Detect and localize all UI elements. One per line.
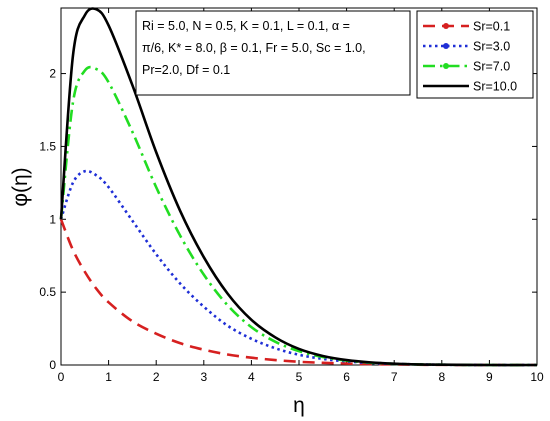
y-tick-label: 0.5 [39,285,56,299]
y-axis-label: φ(η) [9,167,32,206]
x-tick-label: 1 [105,370,112,384]
legend-marker-3 [443,63,449,69]
x-tick-label: 0 [58,370,65,384]
y-tick-label: 1.5 [39,139,56,153]
annotation-line-3: Pr=2.0, Df = 0.1 [142,63,230,77]
series-layer [59,7,538,367]
y-tick-label: 1 [49,212,56,226]
legend-label-3: Sr=7.0 [473,60,510,74]
x-tick-label: 7 [391,370,398,384]
series-line-4 [59,7,538,367]
annotation-line-2: π/6, K* = 8.0, β = 0.1, Fr = 5.0, Sc = 1… [142,41,366,55]
annotation-line-1: Ri = 5.0, N = 0.5, K = 0.1, L = 0.1, α = [142,19,350,33]
x-tick-label: 3 [200,370,207,384]
x-tick-label: 4 [248,370,255,384]
x-axis-label: η [293,394,305,417]
legend-label-2: Sr=3.0 [473,40,510,54]
legend-label-4: Sr=10.0 [473,80,517,94]
y-tick-label: 2 [49,67,56,81]
x-tick-label: 9 [486,370,493,384]
series-line-3 [59,65,538,367]
legend-items: Sr=0.1 Sr=3.0 Sr=7.0 Sr=10.0 [423,20,517,94]
legend-marker-1 [443,23,449,29]
legend-label-1: Sr=0.1 [473,20,510,34]
x-tick-label: 2 [153,370,160,384]
x-tick-label: 6 [343,370,350,384]
legend-marker-2 [443,43,449,49]
legend: Sr=0.1 Sr=3.0 Sr=7.0 Sr=10.0 [416,10,534,99]
legend-frame [416,10,534,99]
series-line-2 [59,169,538,367]
y-tick-label: 0 [49,358,56,372]
x-tick-label: 5 [296,370,303,384]
annotation-frame [135,10,411,96]
x-tick-label: 10 [530,370,544,384]
annotation-box: Ri = 5.0, N = 0.5, K = 0.1, L = 0.1, α =… [135,10,411,96]
series-line-1 [59,218,538,367]
x-tick-label: 8 [438,370,445,384]
